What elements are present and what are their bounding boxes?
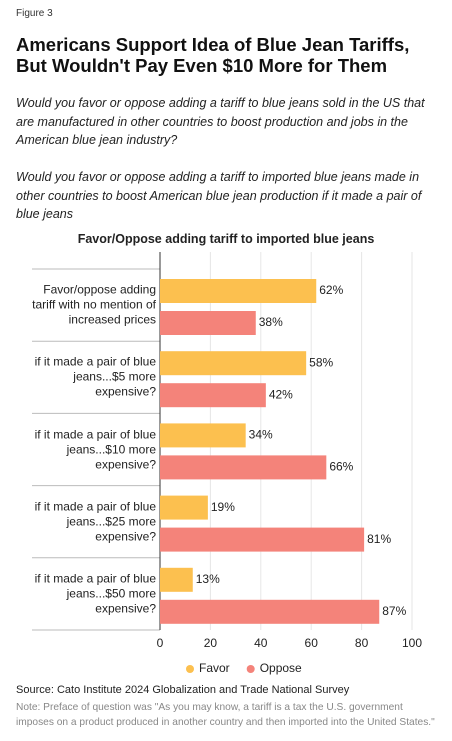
title: Americans Support Idea of Blue Jean Tari… xyxy=(16,34,410,76)
bar xyxy=(160,495,208,520)
data-label: 38% xyxy=(259,315,283,329)
x-tick-label: 100 xyxy=(402,636,422,650)
source: Source: Cato Institute 2024 Globalizatio… xyxy=(16,684,350,696)
category-label: if it made a pair of blue jeans...$25 mo… xyxy=(34,499,156,544)
bar xyxy=(160,351,307,376)
data-label: 19% xyxy=(211,500,235,514)
data-label: 34% xyxy=(249,428,273,442)
data-label: 58% xyxy=(309,355,333,369)
legend-swatch xyxy=(186,665,194,673)
category-label: if it made a pair of blue jeans...$10 mo… xyxy=(34,427,156,471)
x-tick-label: 80 xyxy=(355,636,369,650)
category-label: if it made a pair of blue jeans...$50 mo… xyxy=(34,571,156,616)
legend-label: Favor xyxy=(199,661,230,675)
bar xyxy=(160,455,327,480)
bar xyxy=(160,527,365,552)
data-label: 42% xyxy=(269,387,293,401)
note: Note: Preface of question was "As you ma… xyxy=(16,702,435,728)
question: Would you favor or oppose adding a tarif… xyxy=(16,96,425,147)
chart-title: Favor/Oppose adding tariff to imported b… xyxy=(77,232,375,246)
data-label: 62% xyxy=(319,283,343,297)
x-tick-label: 20 xyxy=(204,636,218,650)
x-tick-label: 0 xyxy=(157,636,164,650)
x-tick-label: 40 xyxy=(254,636,268,650)
data-label: 66% xyxy=(329,460,353,474)
legend-swatch xyxy=(246,665,255,673)
figure-label: Figure 3 xyxy=(16,8,53,19)
legend-label: Oppose xyxy=(260,661,302,675)
category-label: if it made a pair of blue jeans...$5 mor… xyxy=(34,354,156,399)
bar xyxy=(160,599,380,624)
question: Would you favor or oppose adding a tarif… xyxy=(16,170,422,221)
category-label: Favor/oppose adding tariff with no menti… xyxy=(32,282,156,327)
bar xyxy=(160,311,256,335)
data-label: 13% xyxy=(196,572,220,586)
data-label: 87% xyxy=(382,604,406,618)
data-label: 81% xyxy=(367,532,391,546)
bar xyxy=(160,383,266,408)
bar xyxy=(160,423,246,448)
x-tick-label: 60 xyxy=(305,636,319,650)
bar xyxy=(160,567,193,592)
bar xyxy=(160,279,317,303)
